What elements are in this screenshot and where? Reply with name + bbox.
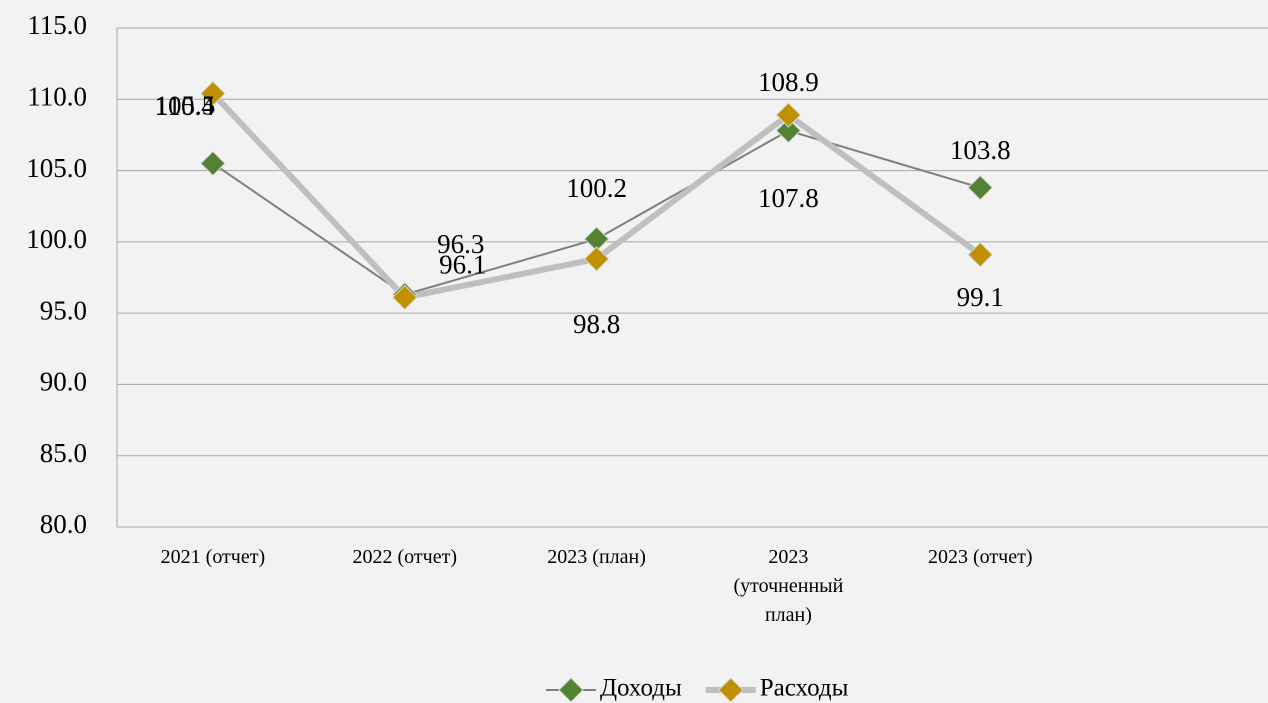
marker — [775, 102, 802, 128]
y-tick-label: 110.0 — [27, 81, 87, 111]
data-label: 99.1 — [957, 282, 1004, 312]
y-tick-label: 100.0 — [26, 224, 87, 254]
legend-marker — [558, 677, 584, 703]
data-label: 105.5 — [155, 91, 216, 121]
x-tick-label: 2023 (план) — [547, 546, 646, 568]
data-label: 96.1 — [439, 250, 486, 280]
marker — [200, 80, 226, 107]
x-tick-label: 2023 (отчет) — [928, 546, 1033, 568]
data-label: 98.8 — [573, 309, 620, 339]
x-tick-label: 2023 (уточненный план) — [733, 546, 844, 626]
data-label: 100.2 — [566, 173, 627, 203]
x-tick-label: 2021 (отчет) — [160, 546, 266, 568]
legend-label: Расходы — [760, 675, 849, 702]
data-label: 108.9 — [758, 67, 819, 97]
y-tick-label: 95.0 — [40, 295, 87, 325]
legend-marker — [718, 677, 744, 703]
data-label: 110.4 — [155, 91, 215, 121]
marker — [967, 241, 993, 268]
data-label: 103.8 — [950, 135, 1011, 165]
marker — [583, 246, 610, 272]
data-label: 107.8 — [758, 183, 819, 213]
marker — [200, 150, 226, 177]
y-tick-label: 115.0 — [27, 10, 87, 40]
legend-label: Доходы — [600, 675, 682, 702]
marker — [967, 174, 993, 201]
y-tick-label: 105.0 — [26, 153, 87, 183]
marker — [392, 284, 418, 311]
y-tick-label: 80.0 — [40, 509, 87, 539]
y-tick-label: 90.0 — [40, 367, 87, 397]
x-tick-label: 2022 (отчет) — [352, 546, 457, 568]
data-label: 96.3 — [437, 229, 484, 259]
y-tick-label: 85.0 — [40, 438, 87, 468]
marker — [775, 117, 802, 144]
